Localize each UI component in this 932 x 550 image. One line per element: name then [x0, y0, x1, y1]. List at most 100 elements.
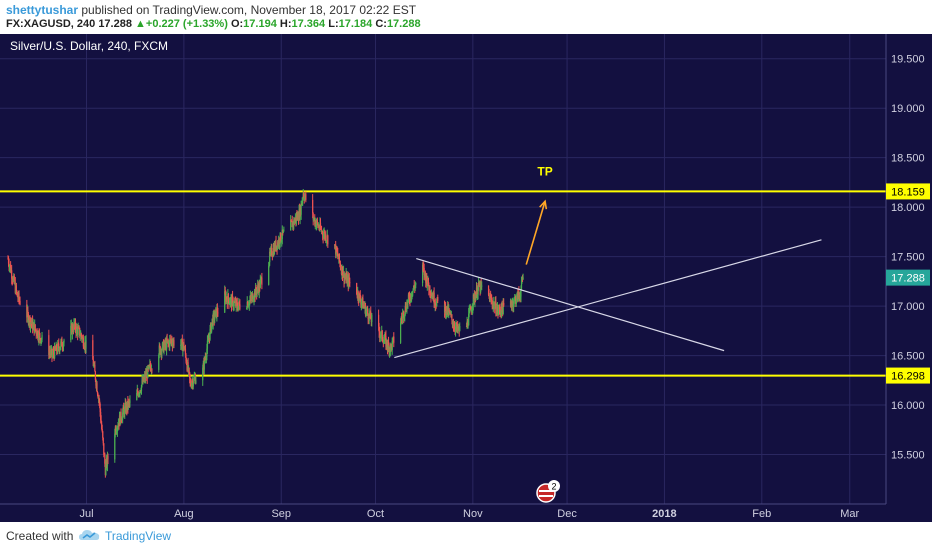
candle-body [121, 419, 123, 421]
candle-body [371, 314, 373, 323]
candle-body [58, 343, 60, 348]
candle-body [204, 357, 206, 360]
tradingview-brand-link[interactable]: TradingView [105, 529, 172, 543]
candle-body [471, 309, 473, 312]
candle-body [451, 319, 454, 325]
candle-body [278, 239, 280, 245]
candle-body [124, 406, 126, 415]
candle-body [271, 255, 273, 257]
candle-body [16, 292, 19, 297]
candle-body [60, 341, 62, 348]
candle-body [79, 335, 81, 337]
open-label: O: [230, 18, 244, 30]
event-count: 2 [551, 482, 556, 492]
candle-body [414, 284, 416, 289]
candle-body [54, 346, 56, 350]
candle-body [147, 366, 149, 379]
candle-body [189, 372, 191, 379]
chart-background [0, 34, 932, 522]
candle-body [448, 309, 450, 314]
candle-body [212, 313, 214, 326]
candle-body [431, 295, 433, 297]
candle-body [378, 314, 380, 327]
candle-body [383, 339, 385, 341]
candle-body [63, 340, 65, 343]
candle-body [148, 365, 150, 367]
candle-body [172, 342, 174, 346]
candle-body [117, 426, 119, 428]
candle-body [206, 348, 208, 357]
candle-body [187, 362, 189, 372]
author-link[interactable]: shettytushar [6, 3, 79, 17]
arrow-shaft [525, 200, 546, 265]
candle-body [268, 262, 270, 266]
candle-body [435, 303, 437, 306]
candle-body [360, 300, 362, 305]
candle-body [323, 234, 325, 238]
candle-body [495, 313, 497, 315]
candle-body [211, 323, 213, 332]
candle-body [140, 391, 142, 393]
symbol-label: FX:XAGUSD, 240 [6, 18, 96, 30]
candle-body [231, 296, 233, 307]
candle-body [51, 354, 54, 357]
candle-body [275, 240, 277, 250]
candle-body [171, 339, 173, 344]
candle-body [116, 427, 119, 432]
candle-body [387, 341, 390, 345]
candle-body [410, 294, 412, 299]
x-tick-label: Feb [752, 508, 771, 520]
candle-body [520, 288, 522, 297]
candle-body [159, 345, 161, 347]
target-arrow [525, 199, 548, 265]
candle-body [37, 331, 39, 338]
candle-body [297, 219, 300, 221]
candle-body [236, 302, 238, 308]
candle-body [412, 289, 414, 292]
open-value: 17.194 [243, 18, 277, 30]
candle-body [343, 277, 346, 282]
candle-body [163, 345, 165, 353]
created-with-text: Created with [6, 529, 74, 543]
candle-body [399, 322, 402, 343]
candle-body [169, 339, 171, 347]
candle-body [319, 222, 322, 229]
candle-body [116, 431, 118, 433]
candle-body [410, 296, 413, 299]
candle-body [103, 443, 105, 455]
candle-body [120, 411, 122, 420]
candle-body [101, 423, 103, 430]
candle-body [488, 294, 490, 296]
candle-body [476, 287, 478, 298]
candle-body [499, 309, 501, 313]
candle-body [167, 340, 169, 343]
candle-body [56, 344, 58, 351]
grid [0, 34, 886, 504]
candle-body [469, 309, 471, 311]
candle-body [472, 294, 474, 306]
candle-body [75, 326, 78, 333]
candle-body [260, 278, 262, 281]
candle-body [412, 291, 414, 296]
candle-body [427, 278, 429, 286]
candle-body [282, 230, 284, 233]
candle-body [38, 332, 40, 340]
candle-body [317, 222, 319, 227]
time-scale[interactable] [0, 504, 932, 522]
candle-body [74, 321, 77, 330]
candle-body [239, 304, 241, 309]
arrow-head [539, 199, 548, 210]
event-badge[interactable]: 2 [536, 480, 560, 503]
candle-body [122, 412, 124, 420]
candle-body [312, 213, 314, 220]
candle-body [403, 316, 405, 319]
candle-body [216, 308, 218, 318]
candle-body [92, 340, 94, 360]
price-scale[interactable] [886, 34, 932, 504]
candle-body [426, 276, 428, 287]
candle-body [356, 282, 358, 295]
candle-body [339, 263, 342, 268]
candle-body [501, 303, 503, 315]
candle-body [467, 325, 469, 327]
price-chart[interactable]: 15.500 16.000 16.500 17.000 17.500 18.000 18.5… [0, 34, 932, 522]
